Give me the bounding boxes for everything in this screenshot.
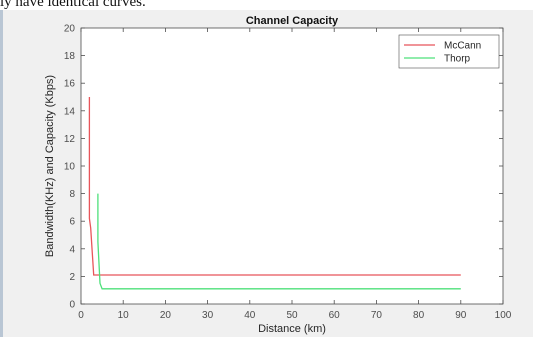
x-tick-label: 50 <box>286 310 298 321</box>
x-tick-label: 10 <box>118 310 130 321</box>
y-tick-label: 4 <box>69 244 75 255</box>
x-tick-label: 70 <box>371 310 383 321</box>
y-tick-label: 0 <box>69 300 75 311</box>
x-tick-label: 20 <box>160 310 172 321</box>
legend-label-thorp: Thorp <box>444 54 471 65</box>
plot-area <box>80 27 504 305</box>
y-axis-label: Bandwidth(KHz) and Capacity (Kbps) <box>44 75 56 257</box>
legend-box <box>398 34 500 69</box>
chart-title: Channel Capacity <box>246 15 339 27</box>
y-tick-label: 2 <box>69 272 75 283</box>
figure-window: Channel Capacity 0 2 4 6 8 10 12 14 16 18 20 0 10 20… <box>0 10 533 337</box>
y-tick-label: 10 <box>64 162 76 173</box>
y-tick-label: 12 <box>64 134 76 145</box>
x-axis: 0 10 20 30 40 50 60 70 80 90 100 <box>78 28 512 321</box>
series-group <box>88 97 461 290</box>
x-tick-label: 80 <box>413 310 425 321</box>
x-tick-label: 40 <box>244 310 256 321</box>
legend: McCann Thorp <box>398 34 500 69</box>
y-tick-label: 8 <box>69 189 75 200</box>
y-tick-label: 16 <box>64 79 76 90</box>
y-axis: 0 2 4 6 8 10 12 14 16 18 20 <box>64 24 503 311</box>
y-tick-label: 6 <box>69 217 75 228</box>
top-caption: ly have identical curves. <box>0 0 146 10</box>
x-tick-label: 30 <box>202 310 214 321</box>
x-tick-label: 90 <box>455 310 467 321</box>
x-axis-label: Distance (km) <box>258 323 326 335</box>
y-tick-label: 14 <box>64 106 76 117</box>
x-tick-label: 0 <box>78 310 84 321</box>
y-tick-label: 18 <box>64 51 76 62</box>
legend-label-mccann: McCann <box>444 41 481 52</box>
series-line-thorp <box>97 193 461 290</box>
channel-capacity-chart: Channel Capacity 0 2 4 6 8 10 12 14 16 18 20 0 10 20… <box>44 15 512 335</box>
x-tick-label: 100 <box>495 310 512 321</box>
y-tick-label: 20 <box>64 24 76 35</box>
x-tick-label: 60 <box>329 310 341 321</box>
series-line-mccann <box>88 97 461 276</box>
